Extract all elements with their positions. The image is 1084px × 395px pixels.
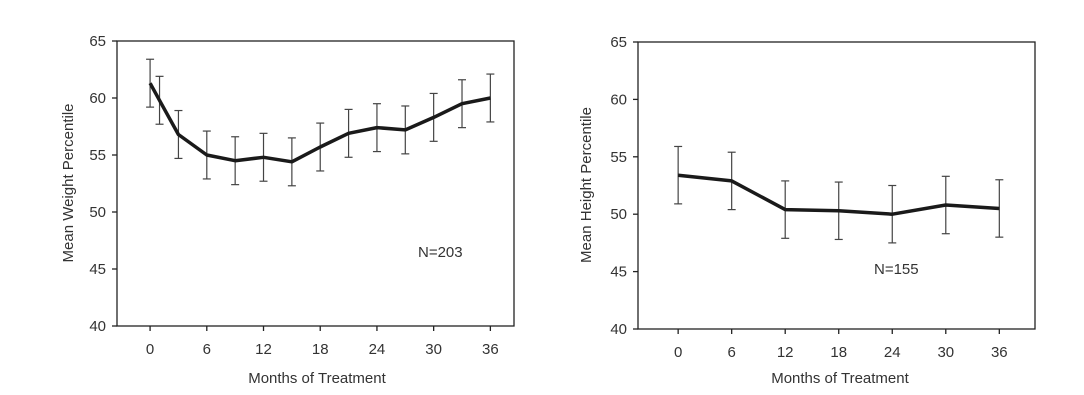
weight-ytick-label: 40	[89, 318, 106, 335]
height-annotation: N=155	[874, 261, 919, 278]
weight-xtick-label: 30	[425, 341, 442, 358]
weight-xlabel: Months of Treatment	[248, 370, 386, 387]
height-errorbars	[674, 145, 1004, 244]
weight-yticks: 40 45 50 55 60 65	[89, 33, 117, 335]
height-ytick-label: 65	[610, 34, 627, 51]
height-xticks: 0 6 12 18 24 30 36	[674, 329, 1008, 361]
weight-errorbars	[146, 58, 495, 187]
weight-chart: 40 45 50 55 60 65 0 6 12 18 24 30 36 N=203 Months o…	[60, 33, 515, 387]
weight-ytick-label: 60	[89, 90, 106, 107]
weight-xtick-label: 0	[146, 341, 154, 358]
weight-plot-frame	[116, 40, 515, 327]
weight-ytick-label: 50	[89, 204, 106, 221]
height-xlabel: Months of Treatment	[771, 370, 909, 387]
height-yticks: 40 45 50 55 60 65	[610, 34, 638, 338]
height-xtick-label: 0	[674, 344, 682, 361]
height-ytick-label: 50	[610, 206, 627, 223]
weight-ytick-label: 55	[89, 147, 106, 164]
height-xtick-label: 12	[777, 344, 794, 361]
height-series-line	[677, 173, 1000, 216]
height-ytick-label: 55	[610, 149, 627, 166]
height-xtick-label: 18	[830, 344, 847, 361]
weight-xtick-label: 24	[369, 341, 386, 358]
weight-xticks: 0 6 12 18 24 30 36	[146, 326, 499, 358]
height-xtick-label: 36	[991, 344, 1008, 361]
height-ytick-label: 45	[610, 264, 627, 281]
height-xtick-label: 30	[937, 344, 954, 361]
weight-annotation: N=203	[418, 244, 463, 261]
height-ytick-label: 60	[610, 91, 627, 108]
weight-xtick-label: 12	[255, 341, 272, 358]
height-ylabel: Mean Height Percentile	[578, 107, 595, 263]
height-ytick-label: 40	[610, 321, 627, 338]
height-xtick-label: 6	[728, 344, 736, 361]
weight-ylabel: Mean Weight Percentile	[60, 104, 77, 263]
height-plot-frame	[637, 41, 1036, 330]
weight-ytick-label: 45	[89, 261, 106, 278]
weight-xtick-label: 18	[312, 341, 329, 358]
weight-series-line	[148, 82, 491, 164]
weight-xtick-label: 6	[203, 341, 211, 358]
height-xtick-label: 24	[884, 344, 901, 361]
weight-ytick-label: 65	[89, 33, 106, 50]
weight-xtick-label: 36	[482, 341, 499, 358]
height-chart: 40 45 50 55 60 65 0 6 12 18 24 30 36 N=155 Months o…	[578, 34, 1036, 387]
